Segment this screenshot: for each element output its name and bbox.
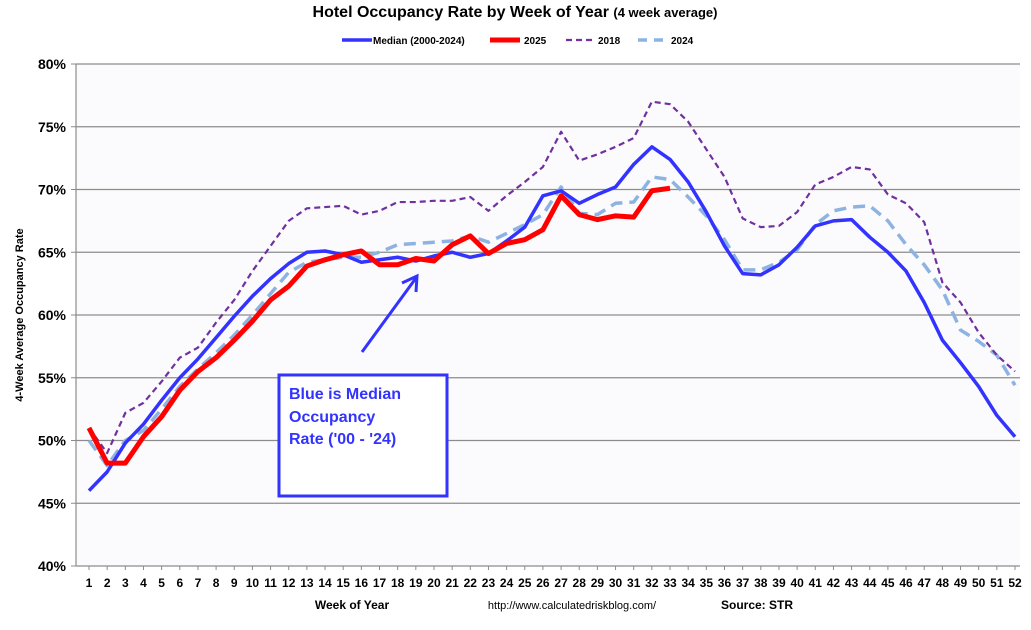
annotation-line-1: Blue is Median xyxy=(289,386,401,403)
y-tick-label: 65% xyxy=(38,244,67,260)
y-tick-label: 80% xyxy=(38,56,67,72)
x-tick-label: 25 xyxy=(518,576,532,590)
x-tick-label: 34 xyxy=(681,576,695,590)
legend: Median (2000-2024) 2025 2018 2024 xyxy=(342,36,694,47)
x-tick-label: 41 xyxy=(809,576,823,590)
x-tick-label: 36 xyxy=(718,576,732,590)
y-tick-label: 50% xyxy=(38,433,67,449)
series-line-2024 xyxy=(87,175,1017,468)
series-line-2018 xyxy=(88,100,1016,455)
source-label: Source: STR xyxy=(721,598,793,612)
legend-label: Median (2000-2024) xyxy=(373,36,465,47)
x-tick-label: 29 xyxy=(591,576,605,590)
legend-label: 2018 xyxy=(598,36,621,47)
y-tick-label: 45% xyxy=(38,495,67,511)
x-tick-label: 47 xyxy=(918,576,932,590)
x-tick-label: 30 xyxy=(609,576,623,590)
x-tick-label: 33 xyxy=(663,576,677,590)
x-tick-label: 6 xyxy=(176,576,183,590)
x-tick-label: 9 xyxy=(231,576,238,590)
annotation-line-3: Rate ('00 - '24) xyxy=(289,431,396,448)
x-tick-label: 39 xyxy=(772,576,786,590)
y-tick-label: 75% xyxy=(38,119,67,135)
x-tick-label: 15 xyxy=(337,576,351,590)
y-tick-label: 60% xyxy=(38,307,67,323)
x-tick-label: 5 xyxy=(158,576,165,590)
x-tick-label: 18 xyxy=(391,576,405,590)
x-tick-label: 50 xyxy=(972,576,986,590)
legend-label: 2024 xyxy=(671,36,694,47)
y-tick-label: 40% xyxy=(38,558,67,574)
x-axis-label: Week of Year xyxy=(315,598,390,612)
y-axis-label: 4-Week Average Occupancy Rate xyxy=(14,228,26,401)
legend-item: 2025 xyxy=(490,36,547,47)
x-tick-label: 20 xyxy=(427,576,441,590)
y-tick-label: 70% xyxy=(38,182,67,198)
annotation-arrow xyxy=(360,277,418,353)
x-tick-label: 14 xyxy=(318,576,332,590)
x-tick-label: 38 xyxy=(754,576,768,590)
x-tick-label: 21 xyxy=(445,576,459,590)
chart-title: Hotel Occupancy Rate by Week of Year (4 … xyxy=(313,4,718,21)
x-tick-label: 43 xyxy=(845,576,859,590)
x-tick-label: 8 xyxy=(213,576,220,590)
series-line-median-2000-2024 xyxy=(87,145,1017,492)
legend-item: Median (2000-2024) xyxy=(342,36,465,47)
annotation-box xyxy=(277,373,449,498)
legend-item: 2024 xyxy=(638,36,694,47)
x-tick-label: 45 xyxy=(881,576,895,590)
legend-item: 2018 xyxy=(566,36,621,47)
x-tick-label: 22 xyxy=(464,576,478,590)
x-tick-label: 46 xyxy=(899,576,913,590)
x-tick-label: 42 xyxy=(827,576,841,590)
svg-text:Blue is Median Occupancy: Blue is Median Occupancy Rate ('00 - '24… xyxy=(289,386,405,448)
legend-label: 2025 xyxy=(524,36,547,47)
x-tick-label: 40 xyxy=(790,576,804,590)
x-tick-label: 13 xyxy=(300,576,314,590)
x-tick-label: 4 xyxy=(140,576,147,590)
annotation: Blue is Median Occupancy Rate ('00 - '24… xyxy=(277,273,449,498)
x-tick-label: 16 xyxy=(355,576,369,590)
x-tick-label: 3 xyxy=(122,576,129,590)
x-tick-label: 11 xyxy=(264,576,277,590)
y-tick-label: 55% xyxy=(38,370,67,386)
x-tick-label: 31 xyxy=(627,576,641,590)
x-tick-label: 24 xyxy=(500,576,514,590)
source-url: http://www.calculatedriskblog.com/ xyxy=(488,600,657,612)
x-tick-label: 10 xyxy=(246,576,260,590)
x-tick-label: 7 xyxy=(195,576,202,590)
x-tick-label: 1 xyxy=(86,576,93,590)
x-tick-label: 51 xyxy=(990,576,1004,590)
x-tick-label: 32 xyxy=(645,576,659,590)
x-tick-label: 26 xyxy=(536,576,550,590)
x-tick-label: 28 xyxy=(573,576,587,590)
x-tick-label: 49 xyxy=(954,576,968,590)
x-tick-label: 35 xyxy=(700,576,714,590)
x-tick-label: 19 xyxy=(409,576,423,590)
x-tick-label: 52 xyxy=(1008,576,1022,590)
arrow-head-icon xyxy=(401,273,419,293)
x-tick-label: 2 xyxy=(104,576,111,590)
x-tick-label: 37 xyxy=(736,576,750,590)
x-tick-label: 48 xyxy=(936,576,950,590)
x-tick-label: 12 xyxy=(282,576,296,590)
chart-subtitle: (4 week average) xyxy=(613,5,717,20)
annotation-line-2: Occupancy xyxy=(289,409,375,426)
x-tick-label: 23 xyxy=(482,576,496,590)
x-tick-label: 27 xyxy=(554,576,568,590)
x-tick-label: 44 xyxy=(863,576,877,590)
x-tick-label: 17 xyxy=(373,576,387,590)
